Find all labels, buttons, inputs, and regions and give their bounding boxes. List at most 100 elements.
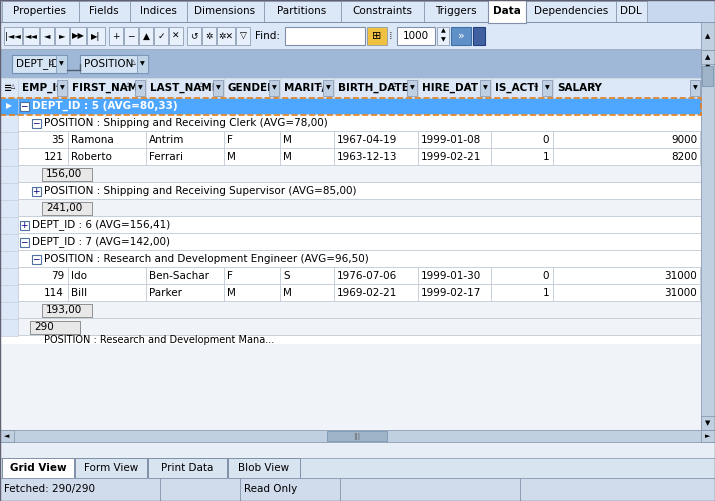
Text: ▼: ▼ — [545, 86, 549, 91]
Bar — [424, 1, 488, 22]
Bar — [553, 285, 554, 302]
Text: GENDER: GENDER — [228, 83, 276, 93]
Text: EMP_II: EMP_II — [22, 83, 60, 93]
Bar — [30, 321, 80, 334]
Text: FIRST_NAME: FIRST_NAME — [72, 83, 145, 93]
Bar — [701, 430, 715, 442]
Text: M: M — [283, 288, 292, 298]
Bar — [488, 0, 526, 23]
Bar — [0, 0, 715, 22]
Bar — [23, 27, 39, 45]
Bar — [418, 149, 419, 166]
Bar — [451, 27, 471, 45]
Bar — [146, 268, 147, 285]
Text: △: △ — [466, 81, 470, 86]
Text: Data: Data — [493, 6, 521, 16]
Text: 241,00: 241,00 — [46, 203, 82, 213]
Bar — [0, 183, 18, 200]
Bar — [491, 285, 492, 302]
Bar — [526, 1, 616, 22]
Bar — [334, 268, 335, 285]
Text: ✓: ✓ — [157, 32, 164, 41]
Text: M: M — [227, 288, 236, 298]
Bar — [68, 285, 69, 302]
Bar — [228, 458, 300, 478]
Bar — [0, 148, 701, 149]
Bar — [0, 234, 18, 251]
Bar — [341, 1, 424, 22]
Bar — [20, 102, 29, 111]
Text: Find:: Find: — [255, 31, 280, 41]
Text: Antrim: Antrim — [149, 135, 184, 145]
Text: 1963-12-13: 1963-12-13 — [337, 152, 398, 162]
Bar — [0, 217, 701, 234]
Text: 0: 0 — [543, 135, 549, 145]
Bar — [0, 284, 701, 285]
Text: Ido: Ido — [71, 271, 87, 281]
Text: Partitions: Partitions — [277, 6, 327, 16]
Bar — [42, 202, 92, 215]
Bar — [68, 149, 69, 166]
Bar — [2, 1, 79, 22]
Text: ▼: ▼ — [272, 86, 277, 91]
Text: ▲: ▲ — [705, 54, 711, 60]
Bar — [0, 301, 701, 302]
Text: ►: ► — [59, 32, 65, 41]
Bar — [340, 478, 520, 501]
Bar — [334, 149, 335, 166]
Bar — [280, 78, 334, 98]
Bar — [0, 335, 701, 336]
Bar — [418, 268, 419, 285]
Bar — [323, 80, 333, 96]
Bar — [0, 318, 701, 319]
Bar — [0, 302, 701, 319]
Text: »: » — [458, 31, 464, 41]
Bar — [0, 251, 701, 268]
Bar — [491, 268, 492, 285]
Bar — [169, 27, 183, 45]
Bar — [418, 78, 491, 98]
Bar — [146, 285, 147, 302]
Bar — [553, 132, 554, 149]
Text: ▼: ▼ — [137, 86, 142, 91]
Text: +: + — [20, 220, 28, 229]
Bar — [480, 80, 490, 96]
Bar — [0, 250, 701, 251]
Bar — [18, 132, 19, 149]
Bar — [0, 50, 701, 78]
Text: △: △ — [126, 81, 130, 86]
Text: S: S — [283, 271, 290, 281]
Bar — [18, 149, 19, 166]
Text: ▲: ▲ — [705, 33, 711, 39]
Text: ✲✕: ✲✕ — [219, 32, 234, 41]
Bar — [240, 478, 340, 501]
Bar — [334, 285, 335, 302]
Bar — [0, 216, 701, 217]
Bar — [0, 98, 18, 115]
Bar — [0, 251, 18, 268]
Bar — [224, 78, 280, 98]
Bar — [0, 22, 715, 50]
Text: 35: 35 — [51, 135, 64, 145]
Text: −: − — [20, 237, 28, 246]
Text: 1967-04-19: 1967-04-19 — [337, 135, 398, 145]
Text: Dependencies: Dependencies — [534, 6, 608, 16]
Text: |◄◄: |◄◄ — [5, 32, 21, 41]
Text: Indices: Indices — [139, 6, 177, 16]
Bar — [700, 268, 701, 285]
Bar — [700, 149, 701, 166]
Text: 193,00: 193,00 — [46, 305, 82, 315]
Text: M: M — [227, 152, 236, 162]
Bar — [236, 27, 250, 45]
Text: 0: 0 — [543, 271, 549, 281]
Bar — [553, 268, 554, 285]
Text: 1976-07-06: 1976-07-06 — [337, 271, 398, 281]
Text: 121: 121 — [44, 152, 64, 162]
Bar — [280, 268, 281, 285]
Bar — [700, 285, 701, 302]
Bar — [75, 458, 147, 478]
Bar — [0, 149, 701, 166]
Text: ▲: ▲ — [142, 32, 149, 41]
Text: △: △ — [49, 60, 54, 65]
Text: △: △ — [131, 60, 135, 65]
